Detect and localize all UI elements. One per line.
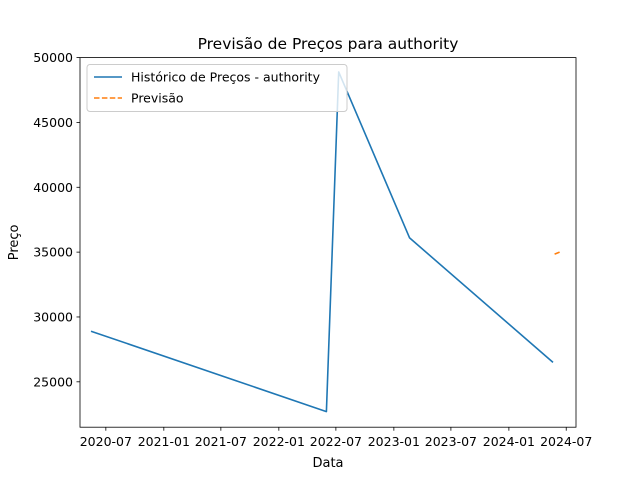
y-tick-label: 35000	[33, 245, 73, 260]
plot-frame	[79, 57, 577, 428]
x-axis-ticks: 2020-07 2021-01 2021-07 2022-01 2022-07 2023-…	[80, 427, 592, 449]
y-axis-title: Preço	[7, 224, 22, 260]
x-tick-label: 2022-01	[253, 434, 305, 449]
chart-title: Previsão de Preços para authority	[198, 35, 459, 53]
x-tick-label: 2021-01	[138, 434, 190, 449]
x-axis-title: Data	[312, 456, 343, 471]
x-tick-label: 2024-07	[540, 434, 592, 449]
y-tick-label: 50000	[33, 50, 73, 65]
legend-label-historico: Histórico de Preços - authority	[131, 70, 321, 85]
series-line-previsao	[554, 251, 560, 255]
y-tick-label: 40000	[33, 180, 73, 195]
x-tick-label: 2023-07	[425, 434, 477, 449]
x-tick-label: 2023-01	[368, 434, 420, 449]
x-tick-label: 2021-07	[195, 434, 247, 449]
y-tick-label: 30000	[33, 309, 73, 324]
legend: Histórico de Preços - authority Previsão	[86, 64, 348, 112]
x-tick-label: 2020-07	[80, 434, 132, 449]
legend-box	[86, 64, 348, 112]
y-tick-label: 25000	[33, 374, 73, 389]
y-tick-label: 45000	[33, 115, 73, 130]
x-tick-label: 2022-07	[310, 434, 362, 449]
y-axis-ticks: 25000 30000 35000 40000 45000 50000	[33, 50, 80, 389]
x-tick-label: 2024-01	[483, 434, 535, 449]
legend-label-previsao: Previsão	[131, 91, 184, 106]
